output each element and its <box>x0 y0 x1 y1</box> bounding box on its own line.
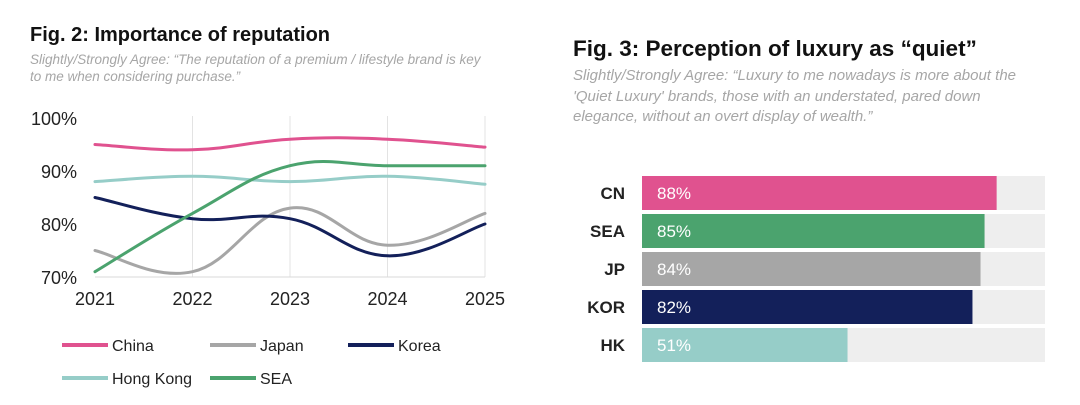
legend-label-sea: SEA <box>260 371 292 388</box>
figure-3-title: Fig. 3: Perception of luxury as “quiet” <box>573 36 977 61</box>
figure-2-subtitle: Slightly/Strongly Agree: “The reputation… <box>30 52 481 84</box>
x-tick-label: 2022 <box>172 289 212 309</box>
figure-3-subtitle: Slightly/Strongly Agree: “Luxury to me n… <box>573 67 1016 125</box>
bar-chart: CN 88% SEA 85% JP 84% KOR 82% HK 51% <box>587 176 1045 362</box>
bar-cn <box>642 176 997 210</box>
legend-label-china: China <box>112 338 154 355</box>
bar-kor <box>642 290 973 324</box>
category-label-jp: JP <box>604 260 625 279</box>
series-line-japan <box>93 206 487 275</box>
x-tick-label: 2021 <box>75 289 115 309</box>
line-chart: 100% 90% 80% 70%2021 2022 2023 2024 2025 China Ja… <box>31 109 505 388</box>
value-label-hk: 51% <box>657 336 691 355</box>
y-tick-label: 90% <box>41 162 77 182</box>
bar-sea <box>642 214 985 248</box>
y-tick-label: 100% <box>31 109 77 129</box>
series-line-sea <box>93 159 487 274</box>
bar-hk <box>642 328 848 362</box>
series-line-china <box>93 136 487 152</box>
category-label-kor: KOR <box>587 298 625 317</box>
bar-jp <box>642 252 981 286</box>
series-line-hong-kong <box>93 174 487 186</box>
y-tick-label: 70% <box>41 268 77 288</box>
category-label-hk: HK <box>600 336 625 355</box>
figure-2-title: Fig. 2: Importance of reputation <box>30 24 331 46</box>
y-tick-label: 80% <box>41 215 77 235</box>
legend-label-japan: Japan <box>260 338 304 355</box>
category-label-sea: SEA <box>590 222 625 241</box>
series-line-korea <box>93 196 487 258</box>
legend-label-korea: Korea <box>398 338 441 355</box>
x-tick-label: 2025 <box>465 289 505 309</box>
x-tick-label: 2023 <box>270 289 310 309</box>
legend-label-hong-kong: Hong Kong <box>112 371 192 388</box>
figure-3-panel: Fig. 3: Perception of luxury as “quiet” … <box>545 0 1080 405</box>
value-label-kor: 82% <box>657 298 691 317</box>
value-label-jp: 84% <box>657 260 691 279</box>
x-tick-label: 2024 <box>367 289 407 309</box>
value-label-sea: 85% <box>657 222 691 241</box>
value-label-cn: 88% <box>657 184 691 203</box>
category-label-cn: CN <box>600 184 625 203</box>
figure-2-panel: Fig. 2: Importance of reputation Slightl… <box>30 24 505 388</box>
